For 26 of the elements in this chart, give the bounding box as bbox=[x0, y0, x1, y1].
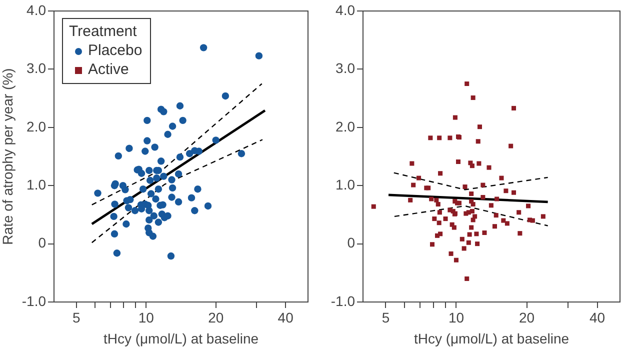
x-tick-label: 10 bbox=[448, 309, 464, 326]
y-tick-label: 1.0 bbox=[26, 176, 46, 192]
y-axis-title: Rate of atrophy per year (%) bbox=[0, 68, 16, 245]
x-tick-label: 5 bbox=[72, 309, 81, 326]
y-tick-label: 2.0 bbox=[26, 118, 46, 134]
x-tick-label: 40 bbox=[278, 309, 294, 326]
y-tick-label: 3.0 bbox=[336, 60, 356, 76]
x-tick-label: 40 bbox=[590, 309, 606, 326]
x-tick-label: 5 bbox=[382, 309, 390, 326]
legend-label: Active bbox=[88, 61, 129, 78]
y-tick-label: 0 bbox=[38, 234, 46, 251]
x-axis-title: tHcy (μmol/L) at baseline bbox=[414, 330, 570, 346]
legend-title: Treatment bbox=[69, 22, 138, 41]
y-tick-label: 1.0 bbox=[336, 176, 356, 192]
y-tick-label: 3.0 bbox=[26, 60, 46, 76]
legend-label: Placebo bbox=[88, 42, 142, 59]
y-tick-label: -1.0 bbox=[22, 292, 46, 309]
x-tick-label: 20 bbox=[208, 309, 224, 326]
y-tick-label: 2.0 bbox=[336, 118, 356, 134]
x-tick-label: 20 bbox=[518, 309, 535, 326]
y-tick-label: -1.0 bbox=[330, 292, 356, 309]
y-tick-label: 0 bbox=[347, 234, 356, 251]
x-tick-label: 10 bbox=[138, 309, 154, 326]
y-tick-label: 4.0 bbox=[336, 2, 356, 18]
y-tick-label: 4.0 bbox=[26, 2, 46, 18]
x-axis-title: tHcy (μmol/L) at baseline bbox=[103, 330, 259, 346]
